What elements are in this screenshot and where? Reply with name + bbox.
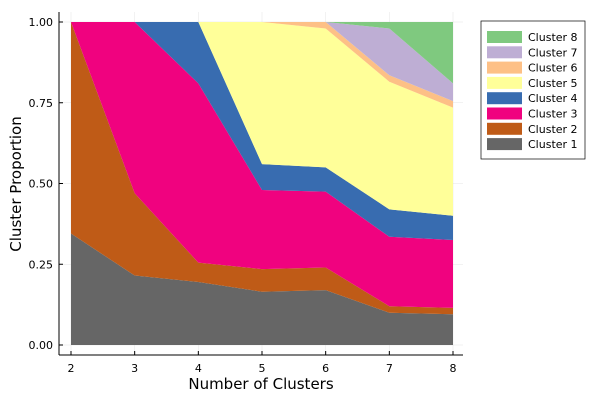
y-axis-title: Cluster Proportion <box>7 116 25 251</box>
legend-label: Cluster 7 <box>528 46 578 59</box>
y-tick-label: 0.25 <box>29 258 54 271</box>
area-cluster-3 <box>71 22 453 308</box>
area-cluster-8 <box>71 22 453 84</box>
legend-entry: Cluster 4 <box>487 92 578 105</box>
legend-swatch <box>487 107 522 120</box>
legend-entry: Cluster 8 <box>487 31 578 44</box>
legend-swatch <box>487 92 522 105</box>
legend-label: Cluster 3 <box>528 108 578 121</box>
legend-label: Cluster 8 <box>528 31 578 44</box>
legend-label: Cluster 5 <box>528 77 578 90</box>
x-tick-label: 8 <box>450 362 457 375</box>
x-tick-label: 3 <box>131 362 138 375</box>
legend-swatch <box>487 31 522 43</box>
legend-swatch <box>487 46 522 59</box>
legend-box <box>480 20 586 160</box>
area-cluster-1 <box>71 233 453 345</box>
area-cluster-4 <box>71 22 453 241</box>
legend-swatch <box>487 138 522 151</box>
y-tick-label: 0.50 <box>29 178 54 191</box>
area-cluster-5 <box>71 22 453 216</box>
x-tick-labels: 2 3 4 5 6 7 8 <box>68 351 457 375</box>
x-tick-label: 7 <box>386 362 393 375</box>
x-axis-title: Number of Clusters <box>188 375 333 393</box>
legend-entry: Cluster 2 <box>487 122 578 136</box>
legend-label: Cluster 1 <box>528 138 578 151</box>
legend-entry: Cluster 3 <box>487 107 578 121</box>
x-tick-label: 2 <box>68 362 75 375</box>
area-cluster-2 <box>71 22 453 315</box>
y-tick-label: 1.00 <box>29 16 54 29</box>
x-tick-label: 6 <box>322 362 329 375</box>
legend-entry: Cluster 5 <box>487 76 578 90</box>
legend-entry: Cluster 7 <box>487 46 578 59</box>
y-tick-label: 0.75 <box>29 97 54 110</box>
legend-entry: Cluster 1 <box>487 138 578 151</box>
x-tick-label: 4 <box>195 362 202 375</box>
legend: Cluster 8 Cluster 7 Cluster 6 Cluster 5 Clus… <box>480 20 586 160</box>
legend-label: Cluster 6 <box>528 62 578 75</box>
legend-entry: Cluster 6 <box>487 61 578 75</box>
x-tick-label: 5 <box>259 362 266 375</box>
area-cluster-7 <box>71 22 453 102</box>
area-series <box>71 22 453 345</box>
y-tick-label: 0.00 <box>29 339 54 352</box>
area-cluster-6 <box>71 22 453 108</box>
legend-swatch <box>487 76 522 89</box>
legend-swatch <box>487 61 522 74</box>
legend-label: Cluster 2 <box>528 123 578 136</box>
legend-label: Cluster 4 <box>528 92 578 105</box>
legend-swatch <box>487 122 522 135</box>
y-tick-labels: 0.00 0.25 0.50 0.75 1.00 <box>29 16 63 352</box>
